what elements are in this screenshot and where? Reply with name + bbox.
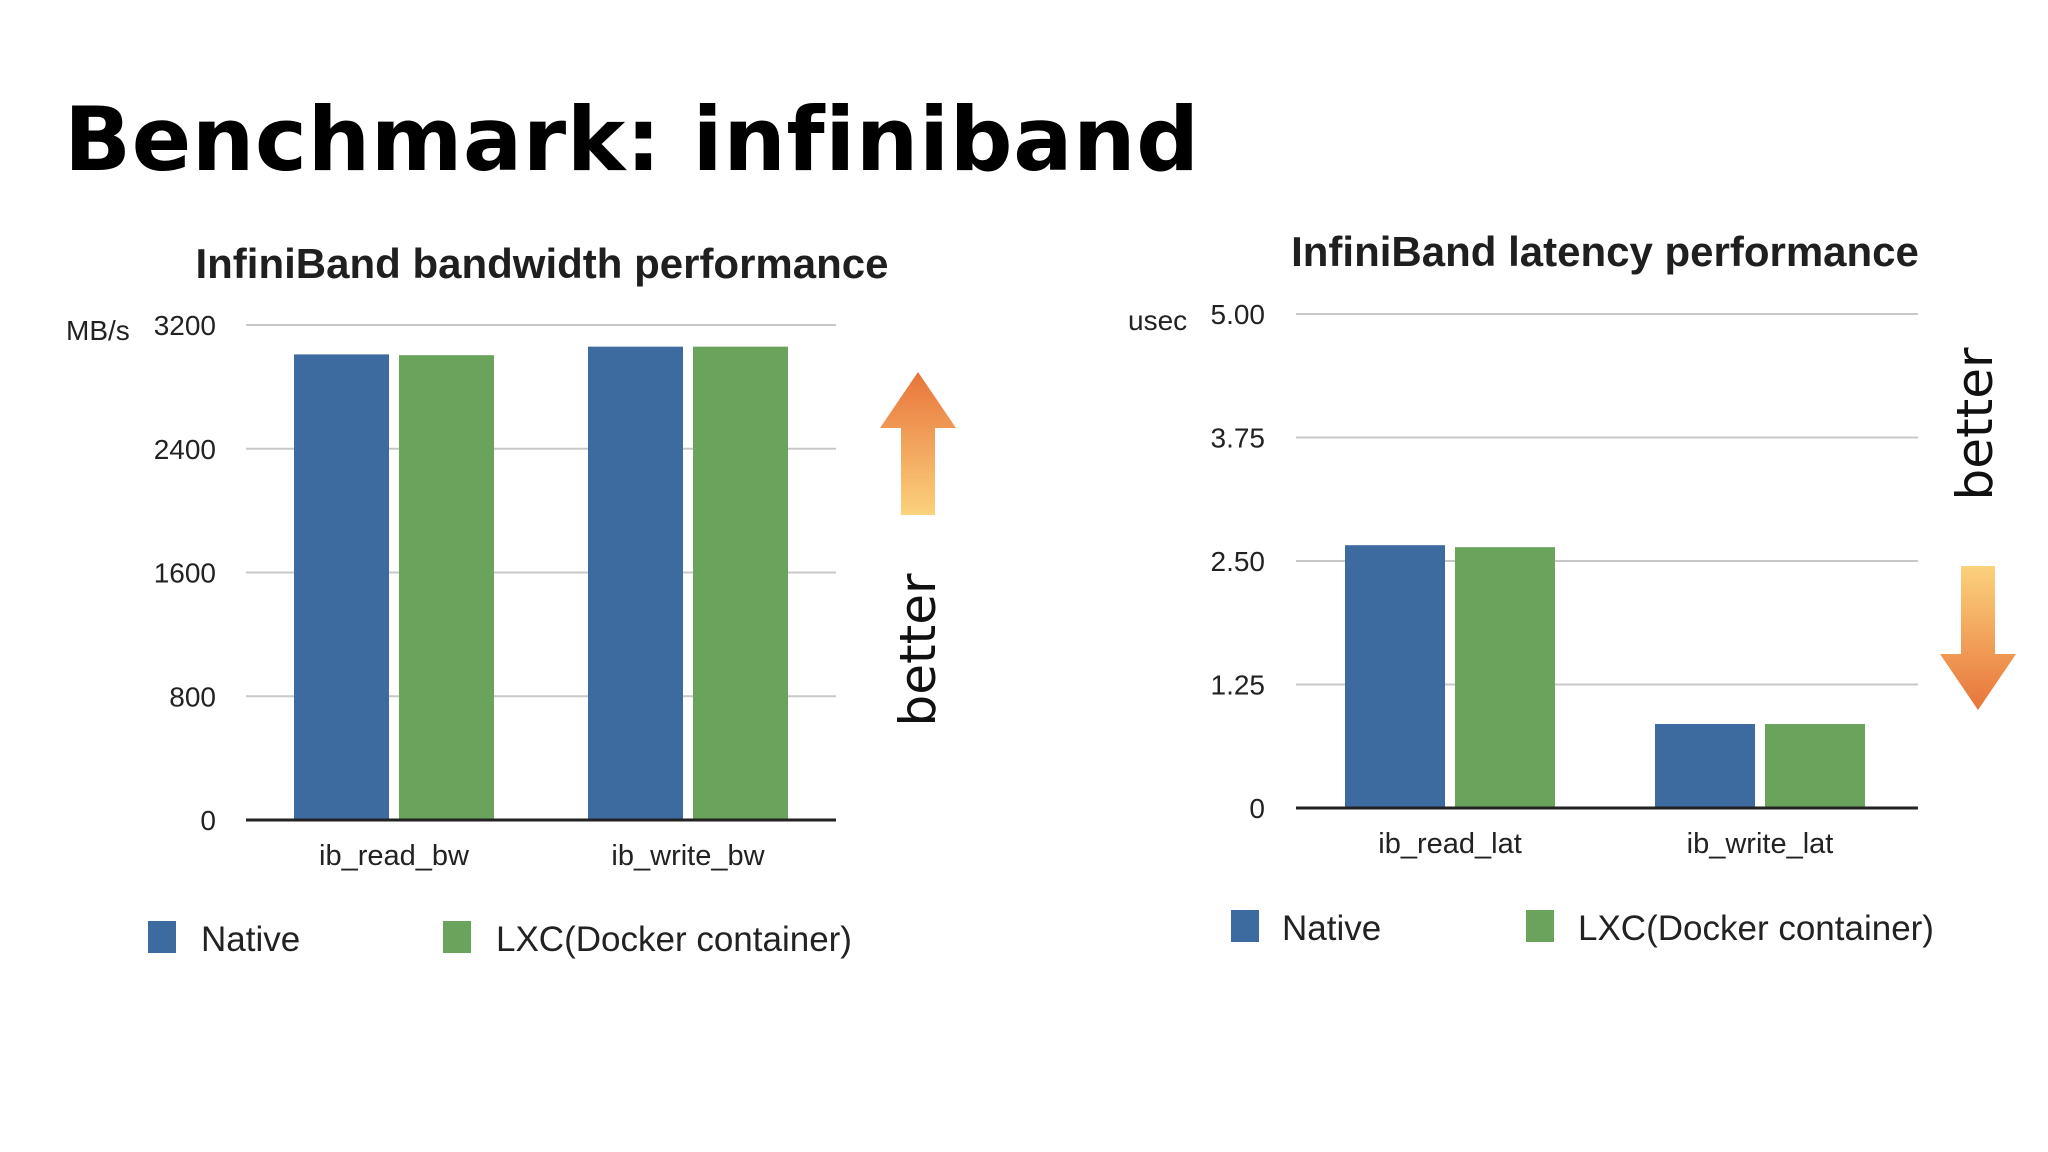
y-tick-label: 2.50 (1211, 546, 1266, 577)
x-category-label: ib_read_lat (1378, 828, 1522, 860)
legend-swatch-lxc (1526, 910, 1554, 942)
chart-title: InfiniBand bandwidth performance (195, 240, 888, 287)
chart-title: InfiniBand latency performance (1291, 228, 1919, 275)
bar-ib_read_bw-native (294, 354, 389, 820)
better-arrow-up-icon (880, 372, 956, 515)
bar-ib_write_bw-native (588, 346, 683, 820)
legend-swatch-native (148, 921, 176, 953)
y-tick-label: 3200 (154, 310, 216, 341)
legend-swatch-lxc (443, 921, 471, 953)
y-tick-label: 1600 (154, 558, 216, 589)
legend-label-lxc: LXC(Docker container) (496, 920, 852, 959)
y-axis-unit: MB/s (66, 315, 130, 346)
y-tick-label: 0 (200, 805, 216, 836)
bar-ib_write_lat-native (1655, 724, 1755, 808)
legend-label-native: Native (1282, 909, 1381, 948)
y-tick-label: 2400 (154, 434, 216, 465)
bar-ib_read_bw-lxc (399, 355, 494, 820)
page-title: Benchmark: infiniband (64, 88, 1200, 191)
y-tick-label: 5.00 (1211, 299, 1266, 330)
better-arrow-down-icon (1940, 566, 2016, 710)
y-tick-label: 3.75 (1211, 423, 1266, 454)
bar-ib_write_bw-lxc (693, 346, 788, 820)
legend-swatch-native (1231, 910, 1259, 942)
x-category-label: ib_read_bw (319, 840, 470, 872)
legend-label-lxc: LXC(Docker container) (1578, 909, 1934, 948)
legend-label-native: Native (201, 920, 300, 959)
better-label: better (1946, 347, 2004, 500)
bar-ib_read_lat-native (1345, 545, 1445, 808)
x-category-label: ib_write_lat (1687, 828, 1834, 860)
bar-ib_read_lat-lxc (1455, 547, 1555, 808)
y-tick-label: 0 (1249, 793, 1265, 824)
bandwidth-chart: InfiniBand bandwidth performance MB/s 0 800… (66, 240, 956, 959)
better-label: better (889, 573, 947, 726)
bar-ib_write_lat-lxc (1765, 724, 1865, 808)
x-category-label: ib_write_bw (611, 840, 765, 872)
y-tick-label: 800 (169, 681, 216, 712)
latency-chart: InfiniBand latency performance usec 0 1.25 2… (1128, 228, 2016, 948)
y-tick-label: 1.25 (1211, 670, 1266, 701)
y-axis-unit: usec (1128, 305, 1187, 336)
